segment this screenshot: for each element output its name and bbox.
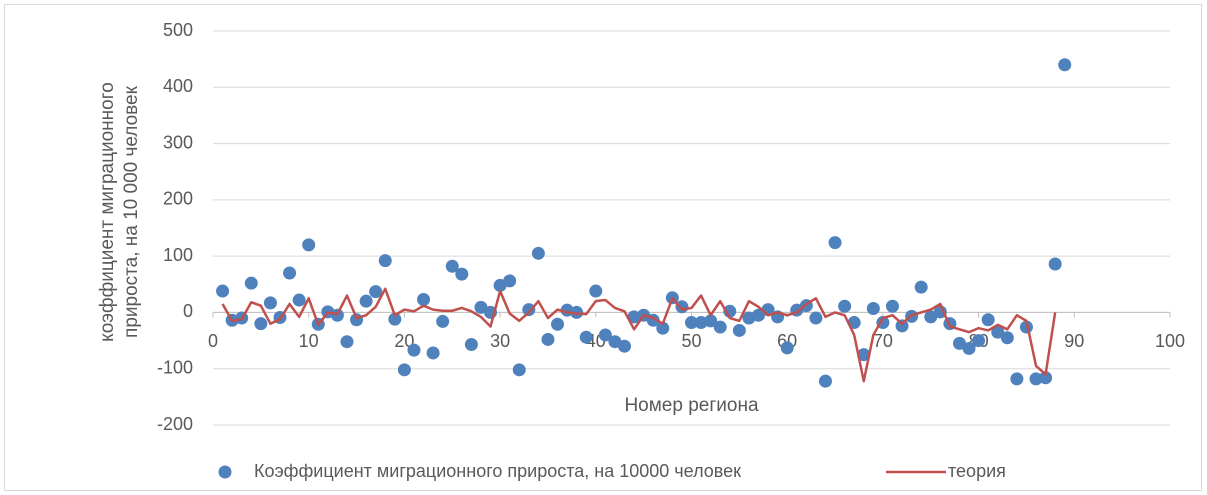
point: [618, 339, 632, 353]
point: [981, 313, 995, 327]
y-tick-label: -100: [157, 357, 193, 377]
point: [598, 328, 612, 342]
point: [1048, 257, 1062, 271]
point: [972, 334, 986, 348]
point: [627, 310, 641, 324]
point: [512, 363, 526, 377]
point: [828, 236, 842, 250]
point: [522, 303, 536, 317]
point: [263, 296, 277, 310]
x-tick-label: 50: [681, 331, 701, 351]
point: [1010, 372, 1024, 386]
point: [1058, 58, 1072, 72]
point: [694, 316, 708, 330]
x-tick-label: 10: [299, 331, 319, 351]
point: [818, 374, 832, 388]
point: [436, 314, 450, 328]
point: [1000, 331, 1014, 345]
point: [732, 323, 746, 337]
point: [378, 254, 392, 268]
point: [445, 259, 459, 273]
point: [417, 292, 431, 306]
y-tick-label: -200: [157, 414, 193, 434]
point: [455, 267, 469, 281]
x-tick-label: 70: [873, 331, 893, 351]
point: [426, 346, 440, 360]
point: [541, 332, 555, 346]
legend-label: Коэффициент миграционного прироста, на 1…: [254, 461, 741, 481]
point: [713, 320, 727, 334]
x-tick-label: 90: [1064, 331, 1084, 351]
point: [962, 341, 976, 355]
y-tick-label: 300: [163, 132, 193, 152]
point: [704, 314, 718, 328]
point: [531, 246, 545, 260]
point: [656, 321, 670, 335]
point: [838, 299, 852, 313]
point: [292, 293, 306, 307]
point: [685, 316, 698, 330]
point: [914, 280, 928, 294]
point: [254, 317, 268, 331]
point: [388, 312, 402, 326]
y-tick-label: 400: [163, 76, 193, 96]
point: [551, 317, 565, 331]
point: [589, 284, 603, 298]
point: [407, 343, 421, 357]
y-tick-label: 200: [163, 189, 193, 209]
point: [895, 319, 909, 333]
line: [221, 287, 1057, 383]
point: [503, 274, 517, 288]
point: [464, 338, 478, 352]
point: [751, 308, 765, 322]
point: [283, 266, 297, 280]
y-tick-label: 100: [163, 245, 193, 265]
point: [397, 363, 411, 377]
legend-label: теория: [948, 461, 1006, 481]
point: [991, 325, 1005, 339]
point: [924, 310, 938, 324]
point: [675, 300, 689, 314]
point: [866, 301, 880, 315]
chart-border: [4, 4, 1202, 491]
point: [1039, 371, 1053, 385]
x-tick-label: 0: [208, 331, 218, 351]
point: [952, 336, 966, 350]
x-axis-label: Номер региона: [624, 395, 759, 416]
point: [369, 285, 383, 299]
x-tick-label: 30: [490, 331, 510, 351]
point: [474, 300, 488, 314]
point: [857, 348, 871, 362]
point: [244, 276, 258, 290]
legend-marker: [218, 465, 232, 479]
point: [1029, 372, 1043, 386]
point: [885, 299, 899, 313]
point: [809, 311, 823, 325]
point: [579, 330, 593, 344]
x-tick-label: 100: [1155, 331, 1185, 351]
point: [302, 238, 316, 252]
point: [780, 341, 794, 355]
point: [359, 294, 373, 308]
y-tick-label: 500: [163, 20, 193, 40]
point: [216, 284, 230, 298]
y-axis-label: коэффициент миграционного прироста, на 1…: [97, 82, 142, 342]
point: [340, 335, 354, 349]
y-tick-label: 0: [183, 301, 193, 321]
